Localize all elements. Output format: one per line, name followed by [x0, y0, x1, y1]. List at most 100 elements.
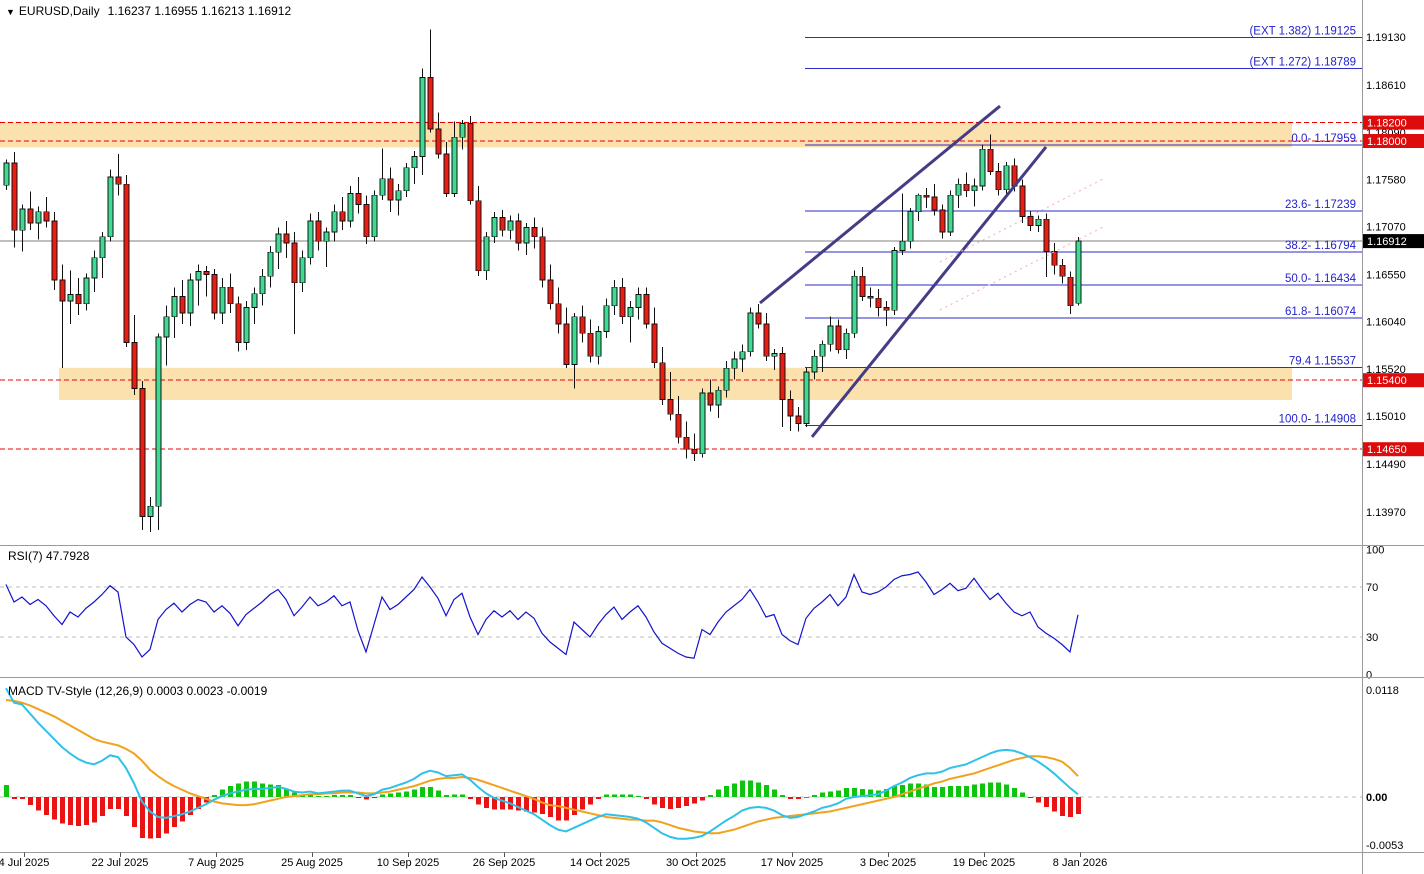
bull-candle [507, 220, 514, 231]
price-axis-label: 1.17070 [1366, 222, 1406, 234]
macd-hist-bar-down [1060, 797, 1065, 817]
bull-candle [299, 257, 306, 284]
macd-hist-bar-up [348, 795, 353, 797]
macd-hist-bar-up [284, 788, 289, 797]
macd-hist-bar-up [884, 788, 889, 797]
bull-candle [323, 231, 330, 242]
bull-candle [307, 220, 314, 259]
bear-candle [51, 220, 58, 281]
fib-level-label: 50.0- 1.16434 [1285, 273, 1357, 285]
bull-candle [979, 148, 986, 187]
bear-candle [475, 200, 482, 272]
macd-hist-bar-up [812, 795, 817, 797]
rsi-indicator-label: RSI(7) 47.7928 [8, 549, 90, 563]
bull-candle [915, 194, 922, 213]
bear-candle [987, 148, 994, 172]
bull-candle [603, 305, 610, 332]
bear-candle [123, 183, 130, 343]
bear-candle [939, 209, 946, 233]
macd-hist-bar-down [92, 797, 97, 823]
macd-hist-bar-down [188, 797, 193, 816]
bull-candle [195, 271, 202, 281]
macd-hist-bar-down [788, 797, 793, 799]
macd-hist-bar-down [20, 797, 25, 799]
bull-candle [411, 156, 418, 169]
bear-candle [659, 362, 666, 400]
fib-level-label: 100.0- 1.14908 [1279, 413, 1356, 425]
macd-hist-bar-up [404, 791, 409, 797]
bull-candle [571, 316, 578, 365]
macd-hist-bar-down [116, 797, 121, 809]
macd-hist-bar-up [380, 794, 385, 797]
macd-hist-bar-up [772, 789, 777, 797]
bull-candle [459, 123, 466, 138]
bear-candle [835, 325, 842, 351]
bear-candle [795, 415, 802, 424]
macd-hist-bar-up [980, 783, 985, 797]
bull-candle [723, 367, 730, 391]
macd-hist-bar-down [660, 797, 665, 808]
bear-candle [291, 242, 298, 284]
bull-candle [163, 316, 170, 338]
rsi-axis-label: 100 [1366, 545, 1384, 557]
bull-candle [403, 167, 410, 192]
macd-axis-label: 0.0118 [1366, 685, 1399, 697]
macd-hist-bar-down [12, 797, 17, 799]
macd-hist-bar-up [740, 780, 745, 797]
bull-candle [219, 286, 226, 314]
macd-hist-bar-down [124, 797, 129, 817]
bull-candle [275, 233, 282, 253]
bear-candle [563, 323, 570, 365]
zone-rect [0, 121, 1292, 148]
price-axis-label: 1.19130 [1366, 32, 1406, 44]
macd-hist-bar-up [620, 794, 625, 797]
macd-hist-bar-down [1036, 797, 1041, 803]
macd-hist-bar-up [908, 783, 913, 797]
bear-candle [315, 220, 322, 242]
macd-hist-bar-up [220, 789, 225, 797]
macd-hist-bar-down [492, 797, 497, 810]
bear-candle [211, 273, 218, 314]
macd-hist-bar-down [476, 797, 481, 805]
macd-hist-bar-up [860, 788, 865, 797]
price-alert-box [1363, 115, 1424, 130]
price-axis-label: 1.16040 [1366, 316, 1406, 328]
macd-hist-bar-down [532, 797, 537, 813]
macd-hist-bar-up [1020, 792, 1025, 797]
macd-hist-bar-down [468, 797, 473, 799]
bull-candle [739, 351, 746, 360]
macd-hist-bar-up [260, 783, 265, 797]
price-axis-label: 1.15010 [1366, 411, 1406, 423]
bear-candle [515, 220, 522, 244]
macd-hist-bar-up [972, 784, 977, 797]
bull-candle [851, 275, 858, 334]
macd-hist-bar-up [236, 783, 241, 797]
macd-hist-bar-down [148, 797, 153, 839]
macd-hist-bar-down [556, 797, 561, 821]
bull-candle [483, 236, 490, 272]
bear-candle [691, 448, 698, 455]
macd-hist-bar-up [1004, 784, 1009, 797]
bear-candle [355, 193, 362, 205]
macd-hist-bar-up [956, 786, 961, 797]
macd-hist-bar-up [212, 795, 217, 797]
macd-hist-bar-up [452, 794, 457, 797]
macd-hist-bar-down [1052, 797, 1057, 812]
bull-candle [635, 294, 642, 308]
macd-hist-bar-up [964, 786, 969, 797]
macd-hist-bar-down [548, 797, 553, 817]
macd-hist-bar-up [444, 795, 449, 797]
macd-hist-bar-up [268, 784, 273, 797]
macd-hist-bar-down [516, 797, 521, 811]
macd-hist-bar-up [612, 794, 617, 797]
fib-level-label: (EXT 1.382) 1.19125 [1249, 26, 1356, 38]
macd-main-line [5, 687, 1079, 840]
macd-hist-bar-up [804, 797, 809, 798]
macd-indicator-label: MACD TV-Style (12,26,9) 0.0003 0.0023 -0… [8, 684, 268, 698]
macd-hist-bar-up [892, 786, 897, 797]
price-alert-box [1363, 442, 1424, 457]
candlestick-series [3, 29, 1082, 532]
